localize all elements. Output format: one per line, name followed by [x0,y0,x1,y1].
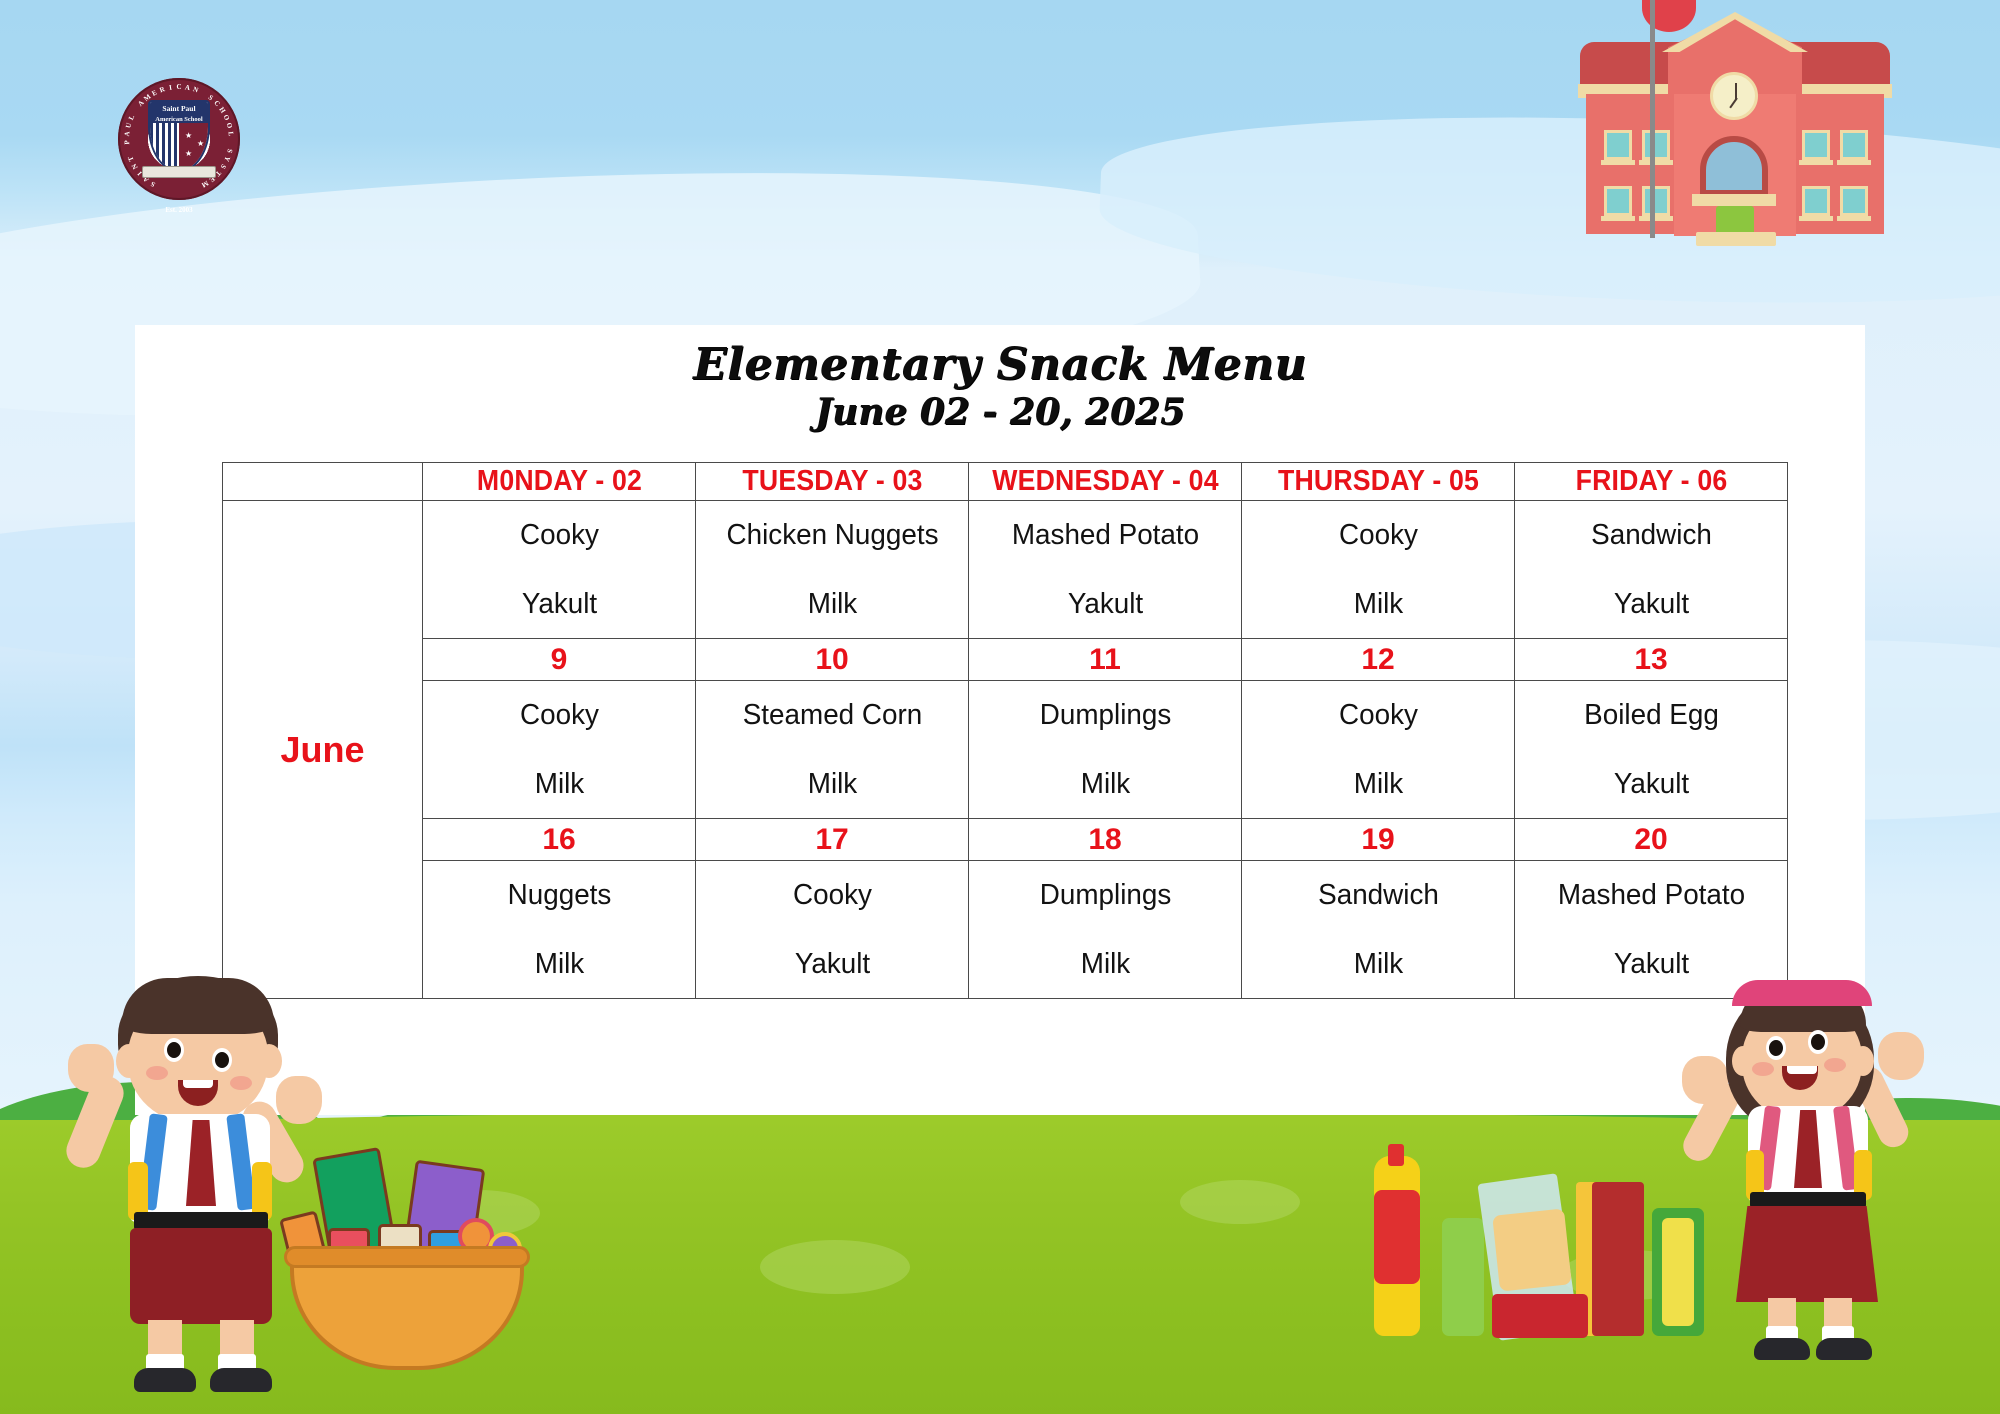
food-cell: Sandwich [1246,860,1510,931]
drink-cell: Milk [1246,570,1510,639]
logo-shield: Saint Paul American School ★ ★ ★ [148,100,210,172]
logo-shield-line1: Saint Paul [162,104,196,113]
column-header-3: WEDNESDAY - 04 [978,462,1232,501]
month-label: June [222,500,423,999]
food-cell: Dumplings [973,680,1237,751]
food-cell: Sandwich [1519,500,1783,571]
date-cell-9: 9 [422,638,696,681]
eye [1808,1030,1828,1054]
food-cell: Steamed Corn [700,680,964,751]
date-cell-13: 13 [1514,638,1788,681]
drink-row: Yakult Milk Yakult Milk Yakult [223,570,1788,639]
schoolgirl-illustration [1678,960,1940,1380]
eye [212,1048,232,1072]
column-header-1: M0NDAY - 02 [432,462,686,501]
drink-cell: Milk [973,930,1237,999]
eye [164,1038,184,1062]
food-row: June Cooky Chicken Nuggets Mashed Potato Coo… [222,500,1788,999]
snack-menu-table: M0NDAY - 02 TUESDAY - 03 WEDNESDAY - 04 THU… [222,462,1788,999]
date-cell-16: 16 [422,818,696,861]
food-cell: Cooky [1246,680,1510,751]
food-cell: Cooky [1246,500,1510,571]
drink-cell: Milk [973,750,1237,819]
page-subtitle: June 02 - 20, 2025 [814,391,1186,434]
date-row: 9 10 11 12 13 [223,638,1788,681]
drink-cell: Milk [1246,750,1510,819]
food-cell: Mashed Potato [973,500,1237,571]
food-row: Cooky Steamed Corn Dumplings Cooky Boiled Eg… [223,680,1788,751]
logo-shield-line2: American School [155,116,203,123]
food-cell: Dumplings [973,860,1237,931]
snack-basket-illustration [279,1146,532,1375]
drink-cell: Yakult [700,930,964,999]
table-corner-cell [222,462,423,501]
food-row: Nuggets Cooky Dumplings Sandwich Mashed Pota… [223,860,1788,931]
table-header-row: M0NDAY - 02 TUESDAY - 03 WEDNESDAY - 04 THU… [222,462,1788,501]
drink-cell: Yakult [1519,750,1783,819]
drink-cell: Yakult [427,570,691,639]
column-header-2: TUESDAY - 03 [705,462,959,501]
date-cell-12: 12 [1241,638,1515,681]
date-cell-10: 10 [695,638,969,681]
date-cell-18: 18 [968,818,1242,861]
logo-established: Est. 2003 [165,206,193,214]
food-cell: Chicken Nuggets [700,500,964,571]
date-cell-20: 20 [1514,818,1788,861]
school-building-icon [1570,0,1900,246]
drink-row: Milk Milk Milk Milk Yakult [223,750,1788,819]
date-cell-11: 11 [968,638,1242,681]
date-cell-17: 17 [695,818,969,861]
drink-row: Milk Yakult Milk Milk Yakult [223,930,1788,999]
schoolboy-illustration [60,948,350,1392]
drink-cell: Milk [700,750,964,819]
drink-cell: Milk [700,570,964,639]
drink-cell: Milk [427,750,691,819]
drink-cell: Yakult [973,570,1237,639]
column-header-5: FRIDAY - 06 [1524,462,1778,501]
food-cell: Boiled Egg [1519,680,1783,751]
food-cell: Nuggets [427,860,691,931]
food-cell: Cooky [427,680,691,751]
date-cell-19: 19 [1241,818,1515,861]
clock-icon [1710,72,1758,120]
drink-cell: Milk [427,930,691,999]
food-cell: Cooky [700,860,964,931]
food-cell: Mashed Potato [1519,860,1783,931]
eye [1766,1036,1786,1060]
food-cell: Cooky [427,500,691,571]
title-block: Elementary Snack Menu June 02 - 20, 2025 [135,340,1865,434]
drink-cell: Yakult [1519,570,1783,639]
date-row: 16 17 18 19 20 [223,818,1788,861]
column-header-4: THURSDAY - 05 [1251,462,1505,501]
snack-items-illustration [1370,1144,1710,1380]
drink-cell: Milk [1246,930,1510,999]
page-title: Elementary Snack Menu [693,339,1307,390]
